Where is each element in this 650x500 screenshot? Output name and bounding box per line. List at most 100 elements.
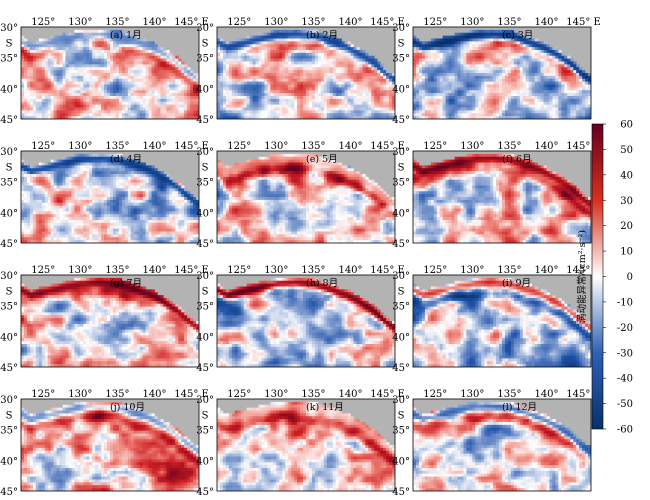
y-tick-label: 40°	[196, 456, 214, 467]
x-tick-label: 135°	[497, 17, 521, 28]
y-tick-label: 35°	[0, 54, 18, 65]
x-tick-label: 125°	[227, 265, 251, 276]
x-tick-label: 125°	[227, 389, 251, 400]
panel-label: (k) 11月	[306, 402, 344, 413]
panel-10: (j) 10月 125° 130° 135° 140° 145° E 30° 35° 40° 45…	[0, 389, 209, 498]
y-tick-label: 35°	[0, 178, 18, 189]
y-tick-label: 45°	[196, 487, 214, 498]
x-tick-label: 135°	[105, 17, 129, 28]
y-tick-label: 45°	[392, 239, 410, 250]
y-tick-label: 40°	[392, 84, 410, 95]
panel-frame	[20, 274, 200, 368]
x-tick-label: 140°	[534, 389, 558, 400]
panel-frame	[216, 26, 396, 120]
hemisphere-label: S	[202, 410, 209, 421]
colorbar-tick-label: 50	[620, 145, 633, 156]
x-tick-label: 125°	[31, 17, 55, 28]
x-tick-label: 145° E	[370, 17, 405, 28]
panel-frame	[216, 150, 396, 244]
panel-8: (h) 8月 125° 130° 135° 140° 145° E 30° 35° 40° 45°…	[196, 265, 405, 374]
x-tick-label: 145° E	[566, 265, 601, 276]
x-tick-label: 125°	[227, 17, 251, 28]
y-tick-label: 40°	[0, 84, 18, 95]
colorbar-label: 涡动能异常/(cm²·s⁻²)	[576, 230, 588, 323]
panel-label: (l) 12月	[502, 402, 537, 413]
x-tick-label: 140°	[338, 17, 362, 28]
x-tick-label: 135°	[301, 265, 325, 276]
hemisphere-label: S	[398, 38, 405, 49]
panel-frame	[216, 398, 396, 492]
anomaly-field	[413, 29, 591, 119]
y-tick-label: 30°	[392, 271, 410, 282]
y-tick-label: 40°	[196, 332, 214, 343]
panel-frame	[20, 398, 200, 492]
colorbar: 60 50 40 30 20 10 0 -10 -20 -30 -40 -50 -60 涡动能异常/(cm…	[576, 120, 633, 436]
panel-label: (c) 3月	[502, 30, 533, 41]
colorbar-tick-label: -30	[617, 348, 633, 359]
panel-frame	[20, 26, 200, 120]
y-tick-label: 30°	[392, 23, 410, 34]
x-tick-label: 130°	[264, 265, 288, 276]
x-tick-label: 125°	[423, 389, 447, 400]
y-tick-label: 40°	[0, 208, 18, 219]
colorbar-tick-label: 30	[620, 196, 633, 207]
panel-label: (j) 10月	[110, 402, 145, 413]
y-tick-label: 35°	[392, 302, 410, 313]
x-tick-label: 125°	[423, 265, 447, 276]
anomaly-field	[217, 277, 395, 367]
y-tick-label: 45°	[392, 115, 410, 126]
x-tick-label: 135°	[105, 141, 129, 152]
x-tick-label: 140°	[338, 141, 362, 152]
panel-2: (b) 2月 125° 130° 135° 140° 145° E 30° 35° 40° 45°…	[196, 17, 405, 126]
anomaly-field	[413, 153, 591, 243]
x-tick-label: 140°	[142, 389, 166, 400]
x-tick-label: 130°	[460, 389, 484, 400]
x-tick-label: 130°	[460, 265, 484, 276]
hemisphere-label: S	[6, 286, 13, 297]
x-tick-label: 135°	[301, 389, 325, 400]
colorbar-tick-label: 10	[620, 247, 633, 258]
anomaly-field	[217, 153, 395, 243]
x-tick-label: 125°	[31, 389, 55, 400]
colorbar-tick-label: -50	[617, 399, 633, 410]
x-tick-label: 140°	[338, 265, 362, 276]
y-tick-label: 30°	[0, 147, 18, 158]
y-tick-label: 30°	[0, 395, 18, 406]
y-tick-label: 45°	[196, 239, 214, 250]
panel-frame	[412, 26, 592, 120]
y-tick-label: 45°	[196, 115, 214, 126]
x-tick-label: 145° E	[370, 389, 405, 400]
panel-frame	[412, 274, 592, 368]
x-tick-label: 145° E	[566, 141, 601, 152]
y-tick-label: 40°	[0, 456, 18, 467]
x-tick-label: 140°	[338, 389, 362, 400]
y-tick-label: 35°	[392, 178, 410, 189]
hemisphere-label: S	[6, 38, 13, 49]
x-tick-label: 125°	[423, 141, 447, 152]
x-tick-label: 135°	[301, 17, 325, 28]
x-tick-label: 125°	[31, 141, 55, 152]
panel-label: (a) 1月	[110, 30, 142, 41]
panel-12: (l) 12月 125° 130° 135° 140° 145° E 30° 35° 40° 45…	[392, 389, 601, 498]
y-tick-label: 30°	[196, 271, 214, 282]
x-tick-label: 125°	[423, 17, 447, 28]
panel-4: (d) 4月 125° 130° 135° 140° 145° E 30° 35° 40° 45°…	[0, 141, 209, 250]
y-tick-label: 40°	[0, 332, 18, 343]
panel-7: (g) 7月 125° 130° 135° 140° 145° E 30° 35° 40° 45°…	[0, 265, 209, 374]
x-tick-label: 145° E	[566, 389, 601, 400]
panel-11: (k) 11月 125° 130° 135° 140° 145° E 30° 35° 40° 45…	[196, 389, 405, 498]
x-tick-label: 130°	[68, 389, 92, 400]
panel-frame	[412, 398, 592, 492]
anomaly-field	[217, 401, 395, 491]
y-tick-label: 35°	[392, 426, 410, 437]
y-tick-label: 40°	[392, 456, 410, 467]
y-tick-label: 35°	[196, 178, 214, 189]
x-tick-label: 125°	[31, 265, 55, 276]
x-tick-label: 135°	[105, 265, 129, 276]
x-tick-label: 130°	[460, 141, 484, 152]
y-tick-label: 35°	[196, 426, 214, 437]
y-tick-label: 35°	[0, 302, 18, 313]
x-tick-label: 125°	[227, 141, 251, 152]
y-tick-label: 40°	[196, 208, 214, 219]
y-tick-label: 30°	[392, 147, 410, 158]
